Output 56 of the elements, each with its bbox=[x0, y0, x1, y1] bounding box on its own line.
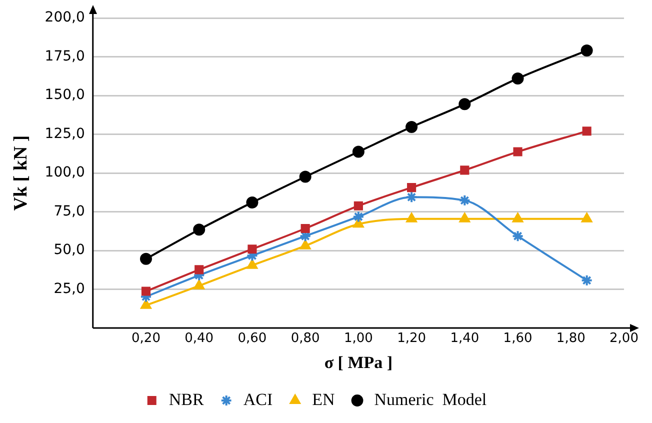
point bbox=[512, 72, 524, 84]
point bbox=[406, 191, 418, 204]
point bbox=[299, 170, 312, 183]
x-tick-label: 0,40 bbox=[184, 331, 214, 346]
x-tick-label: 0,60 bbox=[238, 331, 267, 346]
point bbox=[580, 44, 593, 57]
y-tick-label: 200,0 bbox=[44, 10, 85, 26]
point bbox=[248, 244, 257, 254]
point bbox=[300, 224, 310, 234]
point bbox=[406, 212, 417, 222]
point bbox=[353, 218, 364, 228]
point bbox=[581, 212, 592, 222]
x-tick-label: 1,80 bbox=[556, 331, 586, 346]
point bbox=[140, 252, 152, 265]
point bbox=[300, 240, 311, 250]
y-tick-label: 150,0 bbox=[44, 87, 85, 104]
x-tick-label: 0,20 bbox=[132, 331, 160, 346]
legend-label: Numeric Model bbox=[374, 390, 487, 409]
point bbox=[246, 259, 258, 269]
point bbox=[246, 196, 258, 208]
point bbox=[458, 194, 471, 206]
point bbox=[354, 201, 363, 210]
point bbox=[193, 224, 206, 236]
point bbox=[580, 274, 593, 286]
point bbox=[512, 212, 524, 222]
y-axis-title: Vk [ kN ] bbox=[10, 135, 32, 211]
y-tick-label: 100,0 bbox=[44, 164, 85, 181]
point bbox=[352, 146, 364, 158]
x-axis-title: σ [ MPa ] bbox=[324, 353, 393, 372]
legend-label: EN bbox=[312, 390, 335, 409]
x-tick-label: 2,00 bbox=[610, 331, 638, 346]
point bbox=[512, 230, 524, 242]
point bbox=[406, 120, 418, 133]
x-tick-label: 1,40 bbox=[450, 331, 480, 346]
point bbox=[140, 299, 152, 309]
point bbox=[460, 166, 470, 175]
point bbox=[407, 183, 416, 192]
x-tick-label: 1,20 bbox=[397, 331, 426, 346]
y-tick-label: 50,0 bbox=[54, 242, 85, 258]
y-tick-label: 75,0 bbox=[54, 203, 85, 220]
x-tick-label: 0,80 bbox=[290, 331, 320, 346]
point bbox=[352, 210, 364, 223]
point bbox=[194, 265, 204, 274]
point bbox=[141, 286, 151, 296]
x-tick-label: 1,00 bbox=[344, 331, 373, 346]
legend-label: ACI bbox=[243, 390, 273, 409]
x-tick-label: 1,60 bbox=[503, 331, 532, 346]
y-tick-label: 25,0 bbox=[54, 280, 85, 297]
point bbox=[459, 212, 470, 222]
legend-label: NBR bbox=[168, 390, 204, 409]
y-tick-label: 175,0 bbox=[44, 48, 85, 64]
point bbox=[582, 126, 592, 136]
point bbox=[194, 280, 204, 290]
y-tick-label: 125,0 bbox=[44, 126, 85, 142]
point bbox=[513, 147, 522, 156]
point bbox=[458, 98, 471, 110]
